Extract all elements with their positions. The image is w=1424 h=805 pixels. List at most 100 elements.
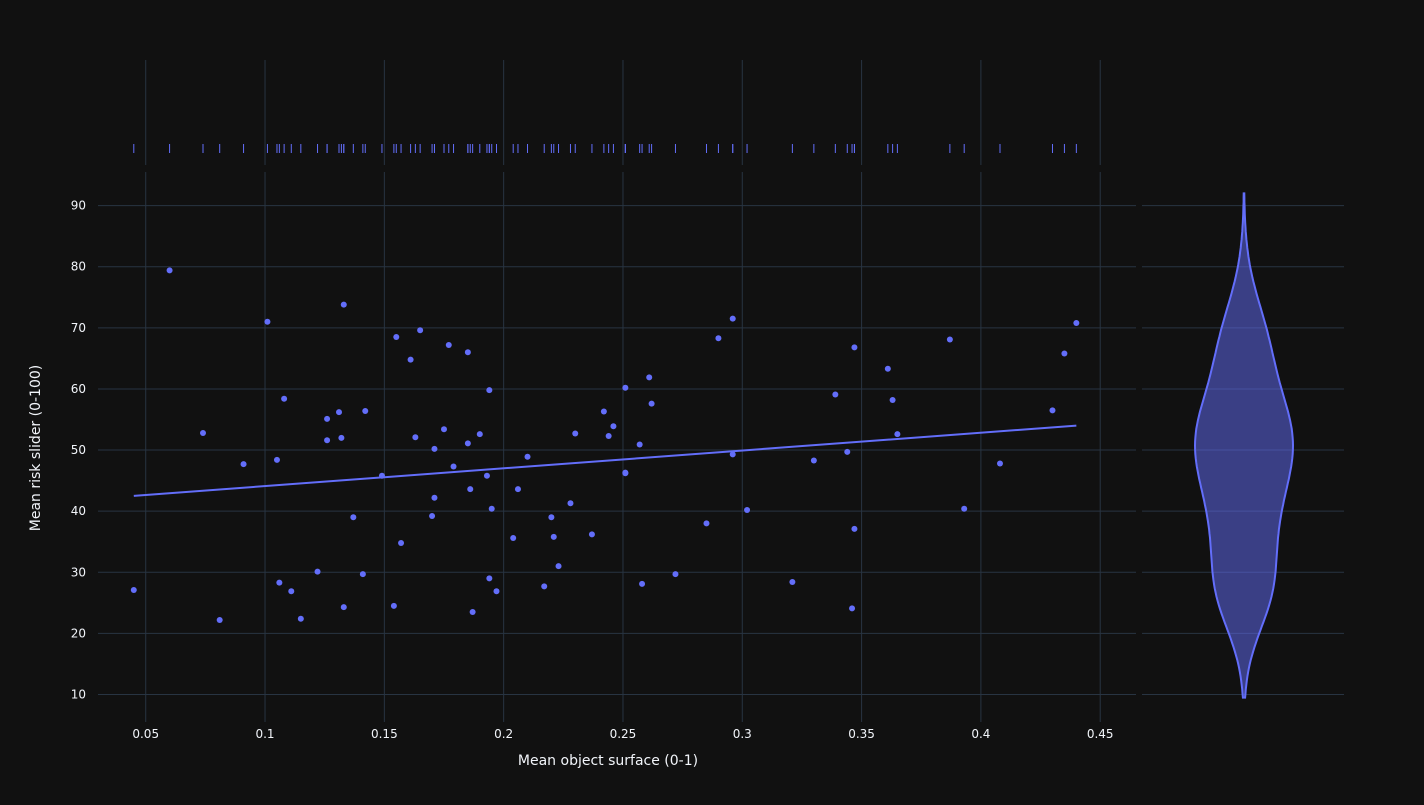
- scatter-point: [605, 433, 612, 439]
- scatter-point: [572, 430, 579, 437]
- y-tick-label: 80: [71, 260, 86, 274]
- x-tick-label: 0.2: [494, 727, 513, 741]
- scatter-point: [407, 356, 414, 363]
- scatter-point: [476, 431, 483, 438]
- scatter-point: [524, 453, 531, 460]
- scatter-point: [464, 440, 471, 447]
- scatter-point: [851, 525, 858, 532]
- scatter-point: [483, 472, 490, 479]
- scatter-point: [393, 334, 400, 340]
- scatter-point: [340, 604, 347, 611]
- scatter-point: [469, 609, 476, 615]
- scatter-point: [622, 469, 629, 476]
- scatter-point: [199, 429, 206, 436]
- y-tick-label: 90: [71, 199, 86, 213]
- scatter-point: [431, 445, 438, 452]
- scatter-point: [273, 456, 280, 463]
- scatter-point: [338, 434, 345, 441]
- scatter-point: [715, 335, 722, 342]
- x-tick-label: 0.05: [132, 727, 159, 741]
- scatter-point: [362, 407, 369, 414]
- scatter-point: [264, 318, 271, 325]
- x-tick-label: 0.4: [971, 727, 990, 741]
- scatter-point: [889, 396, 896, 403]
- scatter-point: [1073, 319, 1080, 326]
- scatter-point: [429, 513, 436, 520]
- y-tick-label: 50: [71, 443, 86, 457]
- scatter-point: [541, 583, 548, 590]
- y-tick-label: 40: [71, 504, 86, 518]
- scatter-point: [672, 571, 679, 578]
- x-tick-label: 0.1: [255, 727, 274, 741]
- scatter-point: [1061, 350, 1068, 357]
- scatter-point: [431, 494, 438, 501]
- y-tick-label: 20: [71, 626, 86, 640]
- grid-layer: [98, 60, 1344, 722]
- scatter-point: [550, 533, 557, 540]
- scatter-point: [849, 605, 856, 612]
- x-tick-labels: 0.05 0.1 0.15 0.2 0.25 0.3 0.35 0.4 0.45: [132, 727, 1113, 741]
- scatter-point: [240, 461, 247, 468]
- scatter-point: [324, 415, 331, 422]
- rug-plot: [133, 144, 1077, 153]
- scatter-point: [493, 588, 500, 595]
- scatter-point: [216, 616, 223, 623]
- scatter-point: [729, 451, 736, 458]
- scatter-point: [324, 437, 331, 444]
- scatter-point: [832, 391, 839, 398]
- scatter-point: [789, 579, 796, 586]
- y-tick-labels: 10 20 30 40 50 60 70 80 90: [71, 199, 86, 702]
- scatter-point: [378, 472, 385, 479]
- scatter-point: [417, 327, 424, 334]
- scatter-point: [412, 434, 419, 441]
- y-tick-label: 60: [71, 382, 86, 396]
- scatter-point: [276, 579, 283, 586]
- scatter-point: [548, 514, 555, 521]
- scatter-point: [639, 580, 646, 587]
- scatter-point: [467, 486, 474, 493]
- x-tick-label: 0.3: [733, 727, 752, 741]
- scatter-point: [486, 575, 493, 582]
- scatter-point: [703, 520, 710, 527]
- scatter-point: [288, 588, 295, 595]
- scatter-point: [336, 409, 343, 416]
- scatter-point: [744, 506, 751, 513]
- scatter-point: [646, 374, 653, 381]
- x-tick-label: 0.35: [848, 727, 875, 741]
- scatter-point: [398, 539, 405, 546]
- violin-shape: [1193, 192, 1295, 699]
- scatter-point: [297, 615, 304, 622]
- scatter-point: [996, 460, 1003, 467]
- scatter-point: [884, 365, 891, 372]
- scatter-point: [729, 315, 736, 322]
- scatter-point: [622, 384, 629, 391]
- x-axis-title: Mean object surface (0-1): [518, 753, 698, 769]
- scatter-point: [567, 500, 574, 507]
- scatter-point: [450, 463, 457, 470]
- scatter-point: [600, 408, 607, 415]
- scatter-point: [314, 568, 321, 575]
- y-tick-label: 10: [71, 688, 86, 702]
- scatter-point: [445, 341, 452, 348]
- scatter-point: [851, 344, 858, 351]
- scatter-point: [350, 514, 357, 521]
- scatter-point: [1049, 407, 1056, 414]
- scatter-point: [281, 395, 288, 402]
- scatter-point: [514, 486, 521, 493]
- scatter-point: [390, 602, 397, 609]
- scatter-point: [464, 349, 471, 356]
- y-axis-title: Mean risk slider (0-100): [28, 365, 44, 531]
- scatter-point: [844, 448, 851, 455]
- y-tick-label: 70: [71, 321, 86, 335]
- scatter-point: [359, 571, 366, 578]
- scatter-point: [488, 505, 495, 512]
- scatter-point: [648, 400, 655, 407]
- x-tick-label: 0.45: [1087, 727, 1114, 741]
- scatter-point: [441, 426, 447, 433]
- x-tick-label: 0.15: [371, 727, 398, 741]
- scatter-point: [810, 457, 817, 464]
- scatter-point: [486, 387, 493, 394]
- scatter-point: [946, 336, 953, 343]
- scatter-point: [894, 431, 901, 438]
